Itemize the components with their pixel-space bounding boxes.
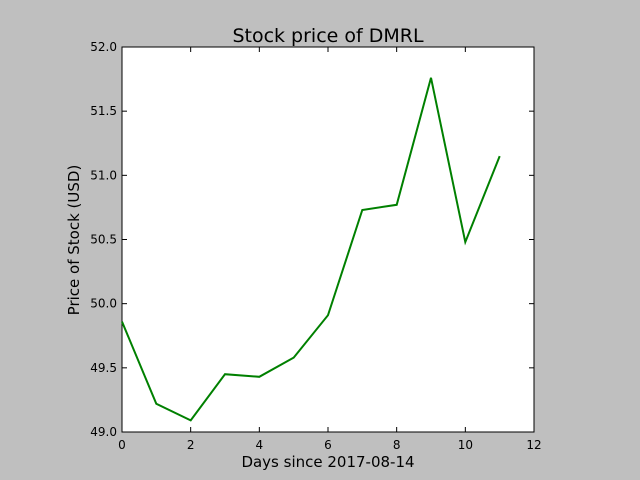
y-tick-label: 52.0	[90, 40, 117, 54]
x-tick-label: 6	[324, 438, 332, 452]
y-tick-label: 50.0	[90, 297, 117, 311]
x-axis-label: Days since 2017-08-14	[241, 453, 414, 471]
x-tick-label: 10	[458, 438, 473, 452]
x-axis-ticks: 0 2 4 6 8 10 12	[118, 47, 542, 452]
x-tick-label: 8	[393, 438, 401, 452]
y-tick-label: 49.5	[90, 361, 117, 375]
y-tick-label: 51.0	[90, 168, 117, 182]
plot-area	[121, 46, 535, 433]
y-axis-label: Price of Stock (USD)	[65, 165, 83, 316]
x-tick-label: 2	[187, 438, 195, 452]
x-tick-label: 0	[118, 438, 126, 452]
y-tick-label: 50.5	[90, 233, 117, 247]
y-tick-label: 49.0	[90, 425, 117, 439]
x-tick-label: 12	[526, 438, 541, 452]
series-line	[121, 77, 501, 422]
chart-title: Stock price of DMRL	[232, 25, 424, 47]
y-axis-ticks: 49.0 49.5 50.0 50.5 51.0 51.5 52.0	[90, 40, 534, 439]
x-tick-label: 4	[256, 438, 264, 452]
y-tick-label: 51.5	[90, 104, 117, 118]
